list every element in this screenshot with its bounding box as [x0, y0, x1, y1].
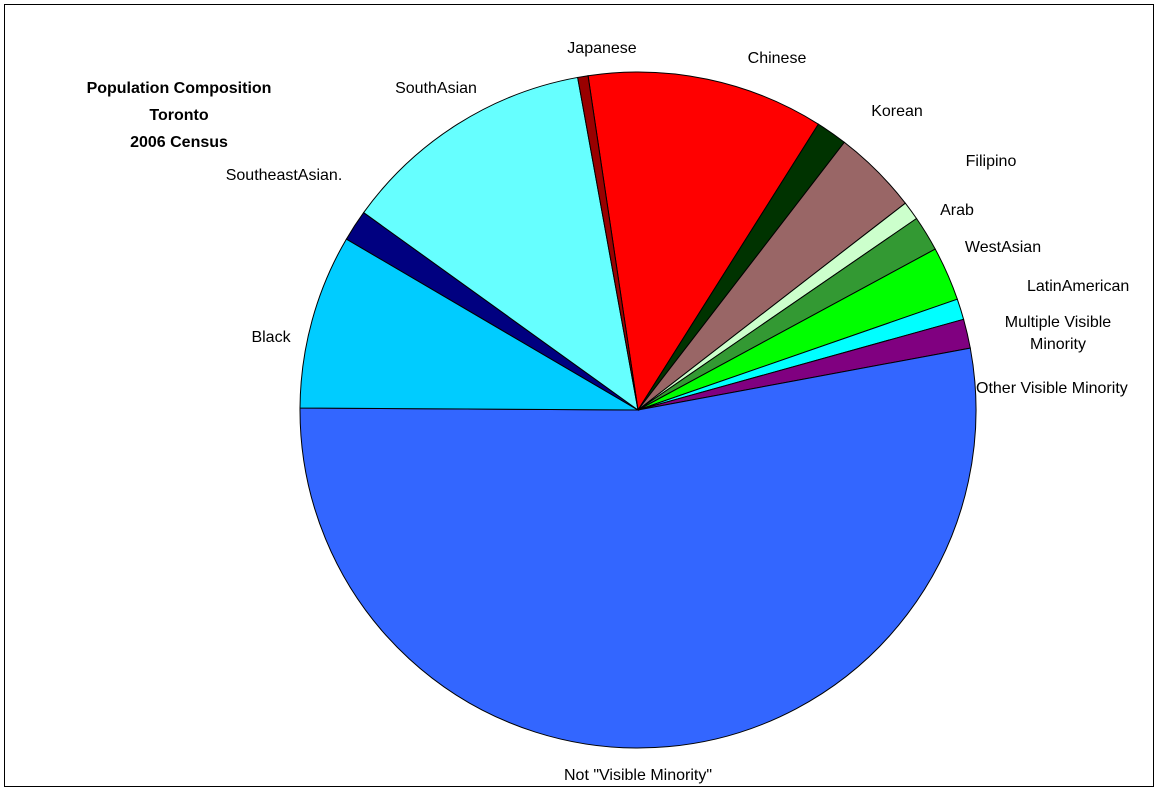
slice-label: Other Visible Minority [976, 380, 1128, 397]
slice-labels: Chinese Korean Filipino Arab WestAsian LatinA… [226, 40, 1130, 784]
chart-title-line: 2006 Census [130, 134, 228, 151]
slice-label: Korean [871, 103, 923, 120]
slice-label: Not "Visible Minority" [564, 767, 712, 784]
pie-slice [587, 71, 820, 412]
slice-label: Japanese [567, 40, 636, 57]
slice-label: Filipino [966, 153, 1017, 170]
pie-slice [299, 347, 977, 749]
slice-label: Arab [940, 202, 974, 219]
pie-slice [577, 75, 639, 411]
pie-slices [299, 71, 977, 749]
slice-label: LatinAmerican [1027, 278, 1129, 295]
slice-label: Chinese [748, 50, 807, 67]
pie-slice [299, 238, 640, 411]
chart-title-line: Population Composition [87, 80, 272, 97]
slice-label: Black [251, 329, 291, 346]
chart-title: Population Composition Toronto 2006 Census [87, 80, 272, 151]
pie-slice [362, 76, 639, 412]
slice-label: WestAsian [965, 239, 1041, 256]
slice-label: Multiple Visible Minority [1005, 314, 1112, 353]
chart-title-line: Toronto [149, 107, 208, 124]
slice-label: SoutheastAsian. [226, 167, 343, 184]
slice-label: SouthAsian [395, 80, 477, 97]
